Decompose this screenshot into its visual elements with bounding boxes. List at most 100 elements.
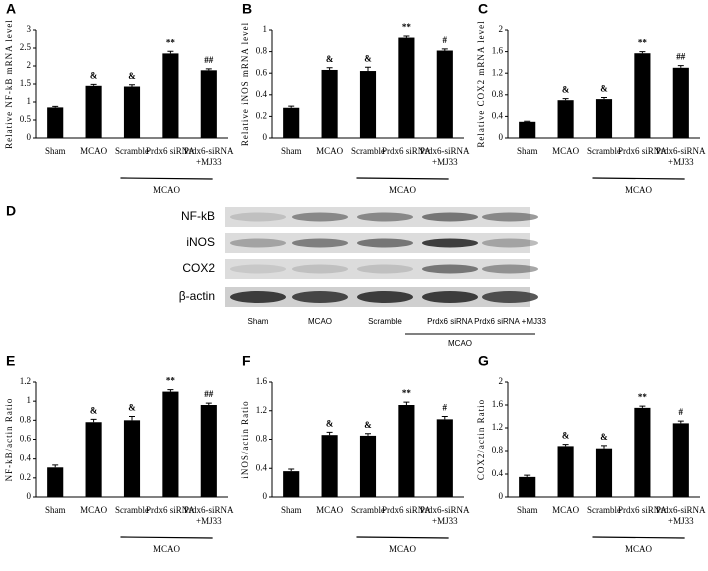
lane-label: Prdx6 siRNA [427,317,473,326]
group-line [356,536,449,539]
x-tick-label: Prdx6 siRNA [382,146,431,156]
x-tick-label: Sham [45,505,66,515]
bar [436,50,453,138]
bar [557,100,574,138]
error-bar [205,402,212,405]
x-tick-label: Sham [517,505,538,515]
bar [519,476,536,497]
bar [672,67,689,138]
panel-label: D [6,203,16,219]
blot-band [482,238,538,248]
blot-band [292,238,348,248]
y-tick-label: 2 [27,60,32,70]
y-axis-label: Relative iNOS mRNA level [240,22,250,146]
y-tick-label: 1 [27,96,32,106]
blot-band [357,264,413,274]
y-tick-label: 0.4 [492,110,504,120]
group-line [120,177,213,180]
bar [634,407,651,497]
panel-label: G [478,353,489,369]
y-axis-label: Relative NF-kB mRNA level [4,19,14,149]
x-tick-label: Prdx6-siRNA +MJ33 [656,505,706,526]
x-tick-label: MCAO [552,505,580,515]
bar [359,435,377,497]
x-tick-label: MCAO [316,505,344,515]
error-bar [365,66,371,72]
x-tick-label: Prdx6-siRNA +MJ33 [420,505,470,526]
error-bar [639,405,646,408]
blot-band [230,212,286,222]
error-bar [441,416,448,420]
bar [321,69,338,138]
blot-band [422,212,478,222]
y-tick-label: 1.2 [492,67,503,77]
y-tick-label: 1.6 [492,46,504,56]
lane-label: Sham [248,317,269,326]
bar [398,405,415,497]
row-label: COX2 [182,261,215,275]
blot-band [357,238,413,248]
blot-band [292,264,348,274]
bar [85,85,102,138]
annotation: ** [638,38,648,48]
y-tick-label: 3 [27,24,32,34]
y-tick-label: 0.8 [256,46,268,56]
bar [200,405,217,497]
lane-label: Scramble [368,317,402,326]
x-tick-label: Scramble [115,146,149,156]
error-bar [52,105,59,108]
error-bar [129,84,135,87]
x-tick-label: Sham [281,146,302,156]
error-bar [167,50,174,54]
x-tick-label: Prdx6-siRNA +MJ33 [656,146,706,167]
bar [634,53,651,138]
x-tick-label: MCAO [316,146,344,156]
bar [200,70,217,138]
blot-band [292,212,348,222]
bar [436,419,453,497]
annotation: & [90,405,98,415]
error-bar [562,444,569,447]
lane-label: MCAO [308,317,332,326]
blot-band [482,264,538,274]
bar [519,121,536,138]
y-axis-label: iNOS/actin Ratio [240,400,250,478]
error-bar [562,98,569,101]
y-tick-label: 0.2 [20,472,31,482]
blot-band [422,264,478,274]
panel-label: B [242,1,252,17]
annotation: & [90,70,98,80]
annotation: & [326,54,334,64]
annotation: & [600,84,608,94]
group-label: MCAO [448,339,472,348]
bar [672,423,689,497]
annotation: ## [204,55,214,65]
error-bar [205,68,212,71]
annotation: ** [638,392,648,402]
y-tick-label: 0.6 [256,67,268,77]
y-tick-label: 0 [499,132,504,142]
group-line [120,536,213,539]
panel-label: E [6,353,15,369]
y-tick-label: 0.4 [20,453,32,463]
blot-band [422,291,478,303]
annotation: & [364,420,372,430]
annotation: ## [676,52,686,62]
x-tick-label: MCAO [80,505,108,515]
y-tick-label: 1.5 [20,78,32,88]
x-tick-label: MCAO [552,146,580,156]
x-tick-label: Sham [281,505,302,515]
error-bar [288,468,295,472]
blot-band [230,291,286,303]
y-tick-label: 0.5 [20,114,32,124]
y-tick-label: 0 [263,132,268,142]
y-tick-label: 2.5 [20,42,32,52]
bar [595,448,613,497]
error-bar [441,48,448,51]
error-bar [403,35,410,38]
y-tick-label: 0.4 [256,462,268,472]
x-tick-label: Scramble [587,505,621,515]
bar [359,71,377,138]
bar [283,107,300,138]
bar [123,420,141,497]
